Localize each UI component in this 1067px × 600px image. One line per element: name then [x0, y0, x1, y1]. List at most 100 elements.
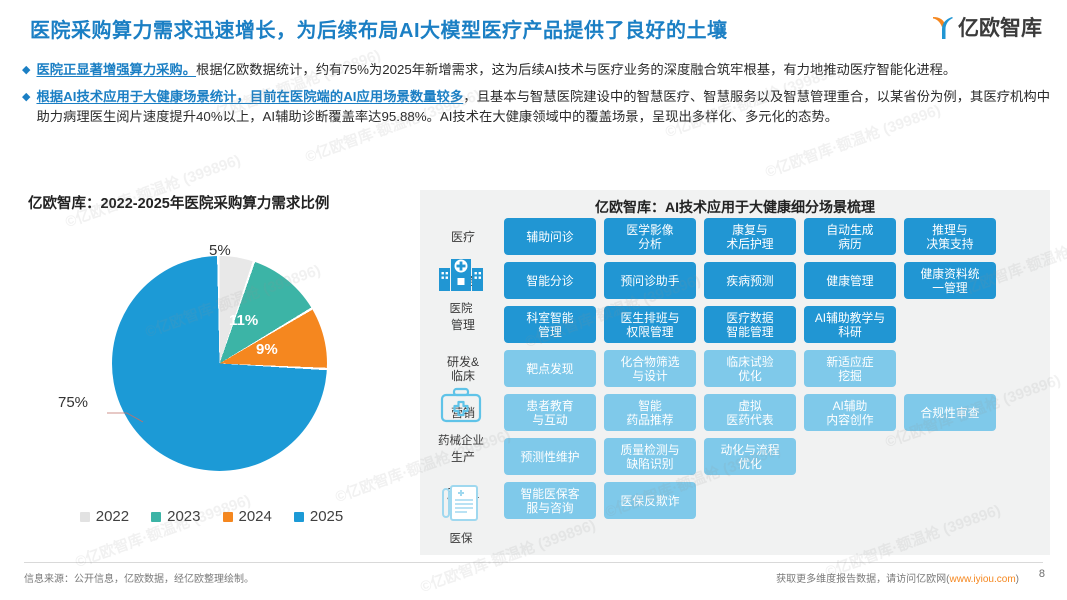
- prescription-document-icon: [439, 482, 483, 529]
- pie-label-2024: 9%: [256, 341, 278, 358]
- brand-logo-text: 亿欧智库: [958, 16, 1042, 40]
- scenario-cell[interactable]: 临床试验 优化: [704, 350, 796, 387]
- scenario-row: 管理 科室智能 管理 医生排班与 权限管理 医疗数据 智能管理 AI辅助教学与 科研: [430, 306, 1046, 343]
- scenario-cell[interactable]: 患者教育 与互动: [504, 394, 596, 431]
- scenario-cell[interactable]: 预问诊助手: [604, 262, 696, 299]
- scenario-group-icon-block: 药械企业: [430, 386, 492, 448]
- scenario-cells: 科室智能 管理 医生排班与 权限管理 医疗数据 智能管理 AI辅助教学与 科研: [504, 306, 896, 343]
- diamond-bullet-icon: ◆: [22, 90, 31, 103]
- scenario-cell[interactable]: 新适应症 挖掘: [804, 350, 896, 387]
- brand-logo: 亿欧智库: [930, 14, 1042, 42]
- bullet-item: ◆ 根据AI技术应用于大健康场景统计，目前在医院端的AI应用场景数量较多，且基本…: [22, 87, 1050, 128]
- legend-item-2023: 2023: [151, 508, 201, 525]
- bullet-rest: 根据亿欧数据统计，约有75%为2025年新增需求，这为后续AI技术与医疗业务的深…: [196, 62, 957, 77]
- scenario-group-icon-label: 医保: [449, 533, 473, 545]
- scenario-cell[interactable]: 健康资料统 一管理: [904, 262, 996, 299]
- scenario-cell[interactable]: 辅助问诊: [504, 218, 596, 255]
- scenario-cells: 智能分诊 预问诊助手 疾病预测 健康管理 健康资料统 一管理: [504, 262, 996, 299]
- footer-note-suffix: ): [1015, 574, 1019, 585]
- legend-swatch-icon: [222, 511, 233, 522]
- page-title: 医院采购算力需求迅速增长，为后续布局AI大模型医疗产品提供了良好的土壤: [30, 20, 728, 42]
- scenario-row-label: 生产: [450, 449, 475, 464]
- footer-divider: [24, 562, 1043, 563]
- scenario-cell[interactable]: 疾病预测: [704, 262, 796, 299]
- scenario-cell[interactable]: 科室智能 管理: [504, 306, 596, 343]
- legend-label: 2023: [167, 508, 201, 525]
- chart-title: 亿欧智库：2022-2025年医院采购算力需求比例: [28, 196, 330, 212]
- scenario-cell[interactable]: AI辅助 内容创作: [804, 394, 896, 431]
- footer-source: 信息来源：公开信息，亿欧数据，经亿欧整理绘制。: [24, 574, 254, 585]
- pie-label-2023: 11%: [229, 312, 259, 329]
- bullet-text: 医院正显著增强算力采购。根据亿欧数据统计，约有75%为2025年新增需求，这为后…: [36, 60, 956, 81]
- footer-note: 获取更多维度报告数据，请访问亿欧网(www.iyiou.com): [776, 570, 1019, 585]
- scenario-cell[interactable]: AI辅助教学与 科研: [804, 306, 896, 343]
- scenario-cell[interactable]: 健康管理: [804, 262, 896, 299]
- scenario-cells: 靶点发现 化合物筛选 与设计 临床试验 优化 新适应症 挖掘: [504, 350, 896, 387]
- scenario-group-icon-block: 医院: [430, 254, 492, 316]
- scenario-row: 生产 预测性维护 质量检测与 缺陷识别 动化与流程 优化: [430, 438, 1046, 475]
- bullet-text: 根据AI技术应用于大健康场景统计，目前在医院端的AI应用场景数量较多，且基本与智…: [36, 87, 1050, 128]
- hospital-building-icon: [438, 254, 484, 299]
- pie-label-2022: 5%: [209, 242, 231, 259]
- scenario-cell[interactable]: 自动生成 病历: [804, 218, 896, 255]
- scenario-cell[interactable]: 医保反欺诈: [604, 482, 696, 519]
- scenario-cell[interactable]: 医学影像 分析: [604, 218, 696, 255]
- scenario-cell[interactable]: 推理与 决策支持: [904, 218, 996, 255]
- scenario-cells: 预测性维护 质量检测与 缺陷识别 动化与流程 优化: [504, 438, 796, 475]
- scenario-cells: 智能医保客 服与咨询 医保反欺诈: [504, 482, 696, 519]
- scenario-row: 服务智能分诊预问诊助手疾病预测健康管理健康资料统 一管理: [430, 262, 1046, 299]
- scenario-cell[interactable]: 化合物筛选 与设计: [604, 350, 696, 387]
- legend-label: 2025: [309, 508, 344, 525]
- scenario-cell[interactable]: 虚拟 医药代表: [704, 394, 796, 431]
- scenario-cell[interactable]: 合规性审查: [904, 394, 996, 431]
- bullet-item: ◆ 医院正显著增强算力采购。根据亿欧数据统计，约有75%为2025年新增需求，这…: [22, 60, 1050, 81]
- legend-swatch-icon: [151, 511, 162, 522]
- scenario-matrix-panel: 亿欧智库：AI技术应用于大健康细分场景梳理 医疗 辅助问诊 医学影像 分析 康复与 术…: [420, 190, 1050, 555]
- scenario-row: 研发& 临床 靶点发现 化合物筛选 与设计 临床试验 优化 新适应症 挖掘: [430, 350, 1046, 387]
- scenario-cell[interactable]: 预测性维护: [504, 438, 596, 475]
- scenario-cell[interactable]: 康复与 术后护理: [704, 218, 796, 255]
- pie-chart: 5% 11% 9% 75%: [24, 234, 399, 502]
- bullet-list: ◆ 医院正显著增强算力采购。根据亿欧数据统计，约有75%为2025年新增需求，这…: [22, 60, 1050, 134]
- scenario-cells: 患者教育 与互动 智能 药品推荐 虚拟 医药代表 AI辅助 内容创作 合规性审查: [504, 394, 996, 431]
- scenario-cell[interactable]: 智能 药品推荐: [604, 394, 696, 431]
- scenario-group-icon-label: 药械企业: [438, 435, 484, 447]
- bullet-rest: ，且基本与智慧医院建设中的智慧医疗、智慧服务以及智慧管理重合，以某省份为例，其医…: [36, 88, 1051, 125]
- scenario-row-label: 医疗: [450, 229, 475, 244]
- medical-kit-icon: [439, 386, 483, 431]
- legend-item-2025: 2025: [293, 508, 344, 525]
- panel-title: 亿欧智库：AI技术应用于大健康细分场景梳理: [595, 199, 875, 215]
- scenario-cell[interactable]: 智能医保客 服与咨询: [504, 482, 596, 519]
- pie-chart-card: 亿欧智库：2022-2025年医院采购算力需求比例 5% 11% 9% 75% …: [24, 192, 399, 547]
- yiou-leaf-logo-icon: [930, 14, 956, 42]
- page-header: 医院采购算力需求迅速增长，为后续布局AI大模型医疗产品提供了良好的土壤 亿欧智库: [0, 0, 1067, 56]
- scenario-row-label: 研发& 临床: [446, 354, 479, 383]
- bullet-lead: 根据AI技术应用于大健康场景统计，目前在医院端的AI应用场景数量较多: [36, 88, 464, 104]
- pie-slices: [112, 256, 327, 471]
- chart-legend: 2022 2023 2024 2025: [24, 508, 399, 525]
- scenario-cells: 辅助问诊 医学影像 分析 康复与 术后护理 自动生成 病历 推理与 决策支持: [504, 218, 996, 255]
- bullet-lead: 医院正显著增强算力采购。: [36, 62, 197, 77]
- scenario-group: 研发& 临床 靶点发现 化合物筛选 与设计 临床试验 优化 新适应症 挖掘 营销 患者教育 …: [430, 350, 1046, 475]
- scenario-cell[interactable]: 动化与流程 优化: [704, 438, 796, 475]
- scenario-cell[interactable]: 智能分诊: [504, 262, 596, 299]
- legend-swatch-icon: [293, 511, 304, 522]
- scenario-cell[interactable]: 医疗数据 智能管理: [704, 306, 796, 343]
- legend-swatch-icon: [79, 511, 90, 522]
- footer-note-prefix: 获取更多维度报告数据，请访问亿欧网(: [776, 574, 950, 585]
- scenario-cell[interactable]: 质量检测与 缺陷识别: [604, 438, 696, 475]
- scenario-group-icon-label: 医院: [449, 303, 473, 315]
- legend-item-2022: 2022: [79, 508, 130, 525]
- scenario-cell[interactable]: 靶点发现: [504, 350, 596, 387]
- pie-label-2025: 75%: [58, 394, 89, 411]
- legend-label: 2022: [95, 508, 130, 525]
- scenario-row: 营销 患者教育 与互动 智能 药品推荐 虚拟 医药代表 AI辅助 内容创作 合规性审查: [430, 394, 1046, 431]
- page-number: 8: [1038, 568, 1045, 580]
- footer-url-link[interactable]: www.iyiou.com: [949, 574, 1016, 585]
- scenario-cell[interactable]: 医生排班与 权限管理: [604, 306, 696, 343]
